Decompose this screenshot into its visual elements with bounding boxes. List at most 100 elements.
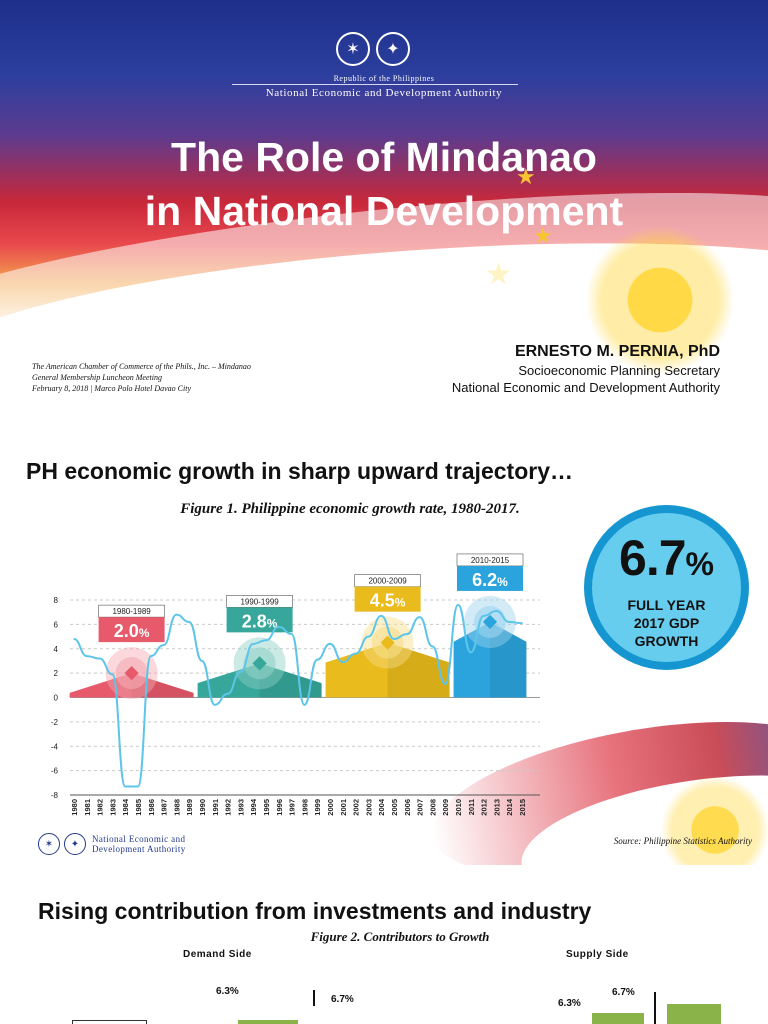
event-details: The American Chamber of Commerce of the … [32,361,352,394]
decade-value-box [354,586,421,612]
x-tick-label: 2015 [518,799,527,816]
decade-label: 2010-2015 [471,556,510,565]
kpi-label: FULL YEAR 2017 GDP GROWTH [592,596,741,650]
supply-value-label: 6.3% [558,998,581,1009]
y-tick-label: -8 [51,791,59,800]
figure-caption: Figure 2. Contributors to Growth [310,929,490,944]
demand-side-label: Demand Side [183,949,252,960]
growth-point [150,655,152,657]
x-tick-label: 1984 [121,798,130,816]
x-tick-label: 1986 [147,799,156,816]
y-tick-label: 2 [54,669,59,678]
agency-name: National Economic and Development Author… [265,87,503,99]
growth-point [495,610,498,612]
star-icon: ★ [485,258,512,291]
kpi-label-line: GROWTH [634,633,699,649]
growth-point [431,645,434,648]
growth-point [470,651,472,654]
supply-bar [667,1004,721,1024]
event-line: General Membership Luncheon Meeting [32,373,162,382]
growth-point [162,644,165,646]
supply-bar [592,1013,644,1024]
x-tick-label: 2014 [505,798,514,816]
x-tick-label: 2006 [403,799,412,816]
x-tick-label: 2012 [480,799,489,816]
event-line: The American Chamber of Commerce of the … [32,362,251,371]
growth-point [86,655,88,657]
cover-title: The Role of Mindanao in National Develop… [0,130,768,238]
growth-point [444,683,447,685]
sun-icon [660,775,768,865]
average-marker [252,656,267,671]
philippine-seal-icon: ✶ [336,32,370,66]
legend-box [72,1020,147,1024]
growth-point [226,693,229,695]
x-tick-label: 1990 [198,799,207,816]
x-tick-label: 1987 [160,799,169,816]
x-tick-label: 1997 [288,799,297,816]
x-tick-label: 2013 [492,799,501,816]
x-tick-label: 1993 [236,799,245,816]
growth-slide: PH economic growth in sharp upward traje… [0,420,768,865]
growth-point [111,673,114,676]
decade-value: 6.2% [472,570,508,590]
decade-block-shade [490,621,527,698]
y-tick-label: -4 [51,742,59,751]
divider [232,84,518,85]
x-tick-label: 2007 [416,799,425,816]
decade-value-box [98,617,165,643]
kpi-number: 6.7 [619,530,687,586]
x-tick-label: 2005 [390,799,399,816]
decade-block [197,663,322,698]
growth-point [214,704,216,706]
growth-point [98,657,101,660]
kpi-label-line: FULL YEAR [627,597,706,613]
average-marker [124,666,139,681]
x-tick-label: 2004 [377,798,386,816]
republic-label: Republic of the Philippines [333,74,435,83]
growth-point [329,643,331,645]
star-icon: ★ [533,223,553,248]
x-tick-label: 1983 [108,799,117,816]
demand-bar [238,1020,298,1024]
axis-marker [654,992,656,1024]
footer-agency-line: Development Authority [92,844,186,854]
decade-block-shade [259,663,322,698]
neda-seal-icon: ✦ [376,32,410,66]
growth-point [265,639,267,642]
presenter-block: ERNESTO M. PERNIA, PhD Socioeconomic Pla… [300,342,720,396]
decade-block-shade [387,642,450,698]
x-tick-label: 1992 [224,799,233,816]
growth-line [73,603,523,788]
x-tick-label: 2008 [428,799,437,816]
kpi-label-line: 2017 GDP [633,615,700,631]
presenter-title: Socioeconomic Planning Secretary [518,363,720,378]
x-tick-label: 1981 [83,799,92,816]
demand-value-label: 6.3% [216,986,239,997]
growth-point [342,661,344,663]
growth-chart: 8 6 4 2 0 -2 -4 -6 -8 1980-1989 2.0% 1990-1999 2.8% 2… [51,553,540,816]
contributors-slide: Rising contribution from investments and… [0,880,768,1024]
x-tick-label: 1989 [185,799,194,816]
x-tick-label: 2001 [339,799,348,816]
neda-seal-icon: ✦ [64,833,86,855]
x-tick-label: 1996 [275,799,284,816]
presenter-agency: National Economic and Development Author… [451,380,720,395]
average-marker [380,635,395,650]
philippine-seal-icon: ✶ [38,833,60,855]
supply-value-label: 6.7% [612,987,635,998]
source-note: Source: Philippine Statistics Authority [613,836,752,846]
decade-value-box [457,565,523,591]
x-tick-label: 2003 [364,799,373,816]
growth-point [252,643,254,645]
growth-point [124,785,126,788]
growth-point [188,621,190,623]
cover-title-line1: The Role of Mindanao [171,134,597,180]
growth-point [418,616,421,618]
growth-point [239,671,242,673]
axis-marker [313,990,315,1006]
x-tick-label: 1988 [172,799,181,816]
demand-value-label: 6.7% [331,994,354,1005]
kpi-badge: 6.7% FULL YEAR 2017 GDP GROWTH [592,513,741,662]
x-tick-label: 1998 [300,799,309,816]
